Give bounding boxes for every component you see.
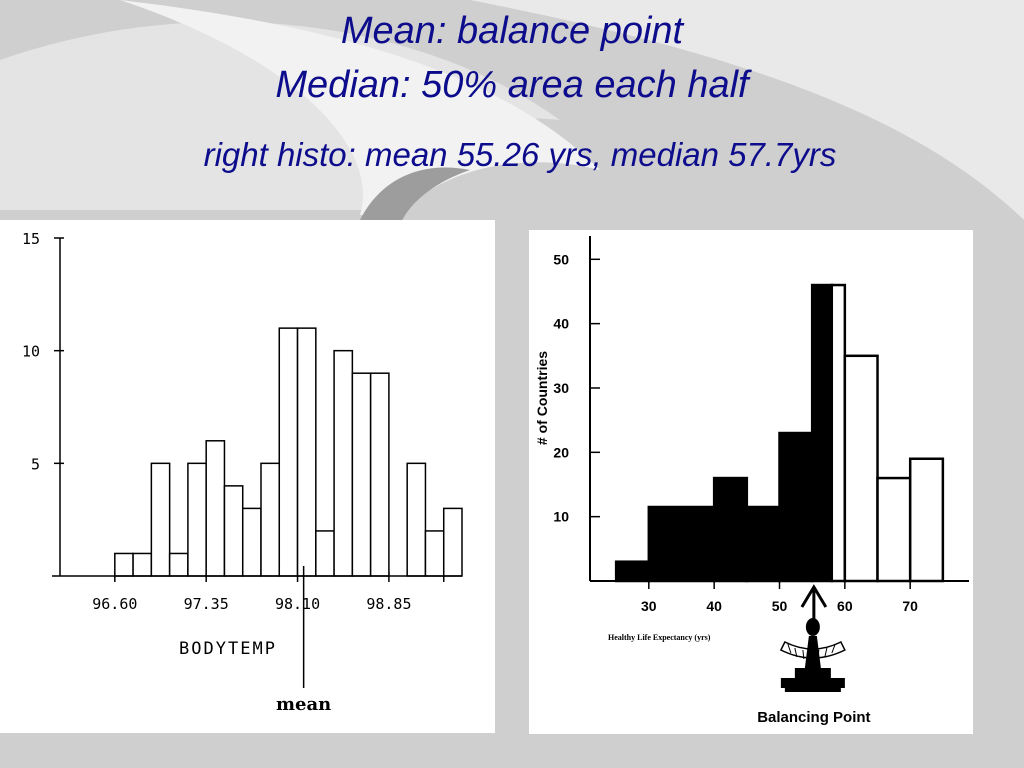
balancing-point-label: Balancing Point (757, 709, 870, 726)
life-expectancy-bar (712, 476, 749, 583)
bodytemp-bar (114, 552, 134, 577)
bodytemp-x-axis-label: BODYTEMP (179, 639, 277, 659)
life-expectancy-bar (810, 283, 834, 583)
life-expectancy-bar (876, 476, 912, 583)
bodytemp-bar (150, 462, 171, 577)
bodytemp-bar (442, 507, 463, 577)
bodytemp-x-tick-label: 96.60 (92, 595, 137, 613)
life-expectancy-histogram: 50 40 30 20 10 30 40 50 60 70 # of Countries Heal… (534, 236, 969, 726)
life-expectancy-x-tick-label: 50 (772, 598, 788, 614)
life-expectancy-bar (908, 457, 945, 583)
life-expectancy-y-tick-label: 20 (553, 444, 569, 460)
life-expectancy-x-tick-label: 60 (837, 598, 853, 614)
bodytemp-bar (132, 552, 153, 577)
bodytemp-bar (296, 327, 317, 577)
slide-subtitle: right histo: mean 55.26 yrs, median 57.7… (203, 136, 837, 173)
life-expectancy-y-tick-label: 10 (553, 509, 569, 525)
slide-title-line2: Median: 50% area each half (275, 64, 749, 106)
life-expectancy-y-tick-label: 50 (553, 251, 569, 267)
bodytemp-x-tick-label: 97.35 (184, 595, 229, 613)
bodytemp-bar (369, 372, 390, 577)
balancing-point-scale-icon (779, 584, 846, 692)
life-expectancy-histogram-panel: 50 40 30 20 10 30 40 50 60 70 # of Countries Heal… (529, 230, 973, 734)
life-expectancy-y-tick-label: 30 (553, 380, 569, 396)
bodytemp-y-tick-label: 10 (22, 343, 40, 361)
life-expectancy-bar (830, 283, 847, 583)
bodytemp-bar (241, 507, 262, 577)
bodytemp-histogram-panel: 15 10 5 96.60 97.35 98.10 98.85 BODYTEMP mean (0, 220, 495, 733)
life-expectancy-bar (745, 505, 781, 583)
bodytemp-bar (315, 530, 335, 577)
bodytemp-bar (406, 462, 427, 577)
bodytemp-bar (260, 462, 281, 577)
life-expectancy-bar (647, 505, 716, 583)
bodytemp-bar (278, 327, 299, 577)
mean-annotation: mean (276, 694, 331, 715)
slide-title-line1: Mean: balance point (340, 10, 684, 52)
life-expectancy-bar (778, 431, 814, 583)
life-expectancy-y-tick-label: 40 (553, 316, 569, 332)
bodytemp-bar (205, 440, 226, 577)
life-expectancy-bar (614, 560, 651, 583)
life-expectancy-x-tick-label: 40 (706, 598, 722, 614)
life-expectancy-x-axis-label: Healthy Life Expectancy (yrs) (608, 633, 711, 642)
bodytemp-bar (424, 530, 445, 577)
bodytemp-x-tick-label: 98.85 (366, 595, 411, 613)
life-expectancy-x-tick-label: 30 (641, 598, 657, 614)
bodytemp-bar (223, 485, 244, 577)
bodytemp-bar (187, 462, 207, 577)
life-expectancy-x-tick-label: 70 (902, 598, 918, 614)
life-expectancy-bar (843, 354, 879, 583)
bodytemp-y-tick-label: 5 (31, 455, 40, 473)
bodytemp-bar (351, 372, 372, 577)
bodytemp-bar (168, 552, 189, 577)
bodytemp-histogram: 15 10 5 96.60 97.35 98.10 98.85 BODYTEMP mean (22, 230, 463, 715)
bodytemp-bar (333, 349, 354, 577)
life-expectancy-y-axis-label: # of Countries (534, 351, 550, 445)
bodytemp-y-tick-label: 15 (22, 230, 40, 248)
bodytemp-x-tick-label: 98.10 (275, 595, 320, 613)
